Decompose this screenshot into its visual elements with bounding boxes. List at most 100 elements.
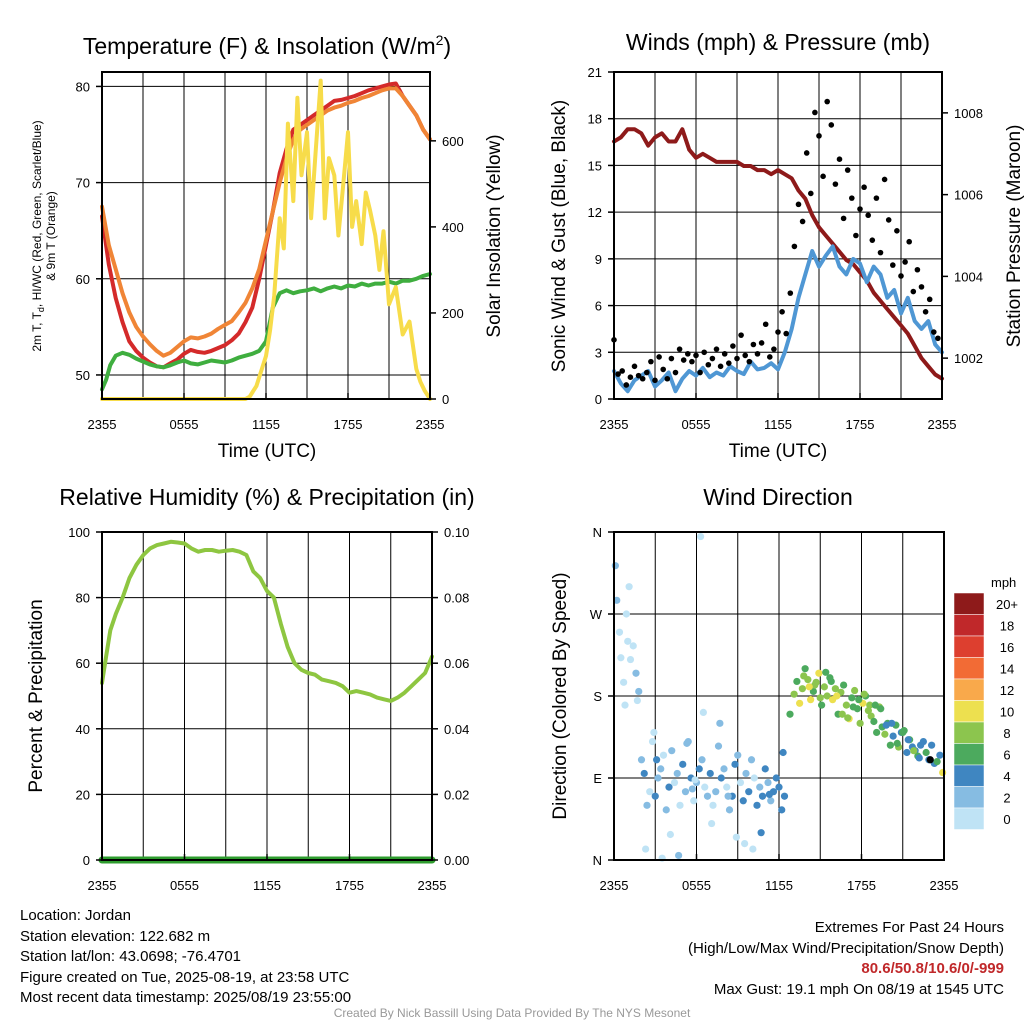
direction-point	[624, 637, 632, 645]
direction-point	[899, 728, 907, 737]
direction-point	[629, 642, 637, 650]
gust-point	[840, 215, 847, 222]
direction-point	[807, 696, 815, 704]
gust-point	[717, 363, 724, 370]
direction-point	[741, 840, 749, 848]
y-tick-label-right: 400	[442, 220, 464, 235]
legend-swatch	[953, 678, 985, 701]
temperature-grid	[102, 72, 430, 399]
y-tick-label-right: 0.04	[444, 722, 469, 737]
direction-point	[665, 783, 673, 791]
gust-point	[623, 382, 630, 388]
y-tick-label: 18	[588, 112, 602, 127]
series-line-0	[100, 539, 434, 703]
direction-point	[668, 747, 676, 755]
y-tick-label: S	[593, 689, 602, 704]
direction-point	[654, 774, 662, 782]
direction-point	[637, 756, 646, 764]
y-tick-label: 60	[76, 272, 90, 287]
temperature-ylabel-2: & 9m T (Orange)	[44, 191, 58, 281]
y-tick-label: 12	[588, 205, 602, 220]
direction-point	[633, 696, 641, 705]
direction-frame	[613, 531, 945, 861]
direction-point	[640, 769, 648, 778]
x-tick-label: 0555	[682, 878, 711, 893]
gust-point	[918, 284, 925, 290]
direction-point	[688, 785, 696, 793]
direction-point	[714, 742, 723, 750]
gust-point	[619, 368, 625, 374]
gust-point	[639, 375, 646, 382]
y-tick-label-right: 0.08	[444, 591, 469, 606]
gust-point	[857, 206, 863, 212]
direction-point	[864, 706, 872, 715]
x-tick-label: 0555	[170, 878, 199, 893]
direction-point	[750, 774, 758, 782]
direction-point	[646, 788, 654, 796]
direction-point	[870, 717, 878, 726]
y-tick-label: 80	[76, 79, 90, 94]
x-tick-label: 1755	[334, 417, 363, 432]
direction-point	[786, 710, 794, 718]
temperature-ticks: 2355 0555 1155 1755 2355 50 60 70 80 0 200 400 600	[76, 79, 464, 432]
gust-point	[705, 361, 712, 368]
figure-created: Figure created on Tue, 2025-08-19, at 23…	[20, 968, 350, 986]
direction-point	[823, 692, 831, 700]
gust-point	[935, 335, 941, 342]
direction-point	[860, 690, 868, 698]
y-tick-label-right: 1002	[954, 351, 983, 366]
legend-label: 14	[1000, 662, 1014, 677]
gust-point	[672, 369, 679, 376]
x-tick-label: 1155	[253, 878, 281, 893]
gust-point	[803, 150, 810, 156]
direction-point	[643, 801, 651, 809]
gust-point	[693, 352, 699, 359]
wind-ylabel: Sonic Wind & Gust (Blue, Black)	[549, 100, 570, 372]
legend-swatch	[953, 614, 985, 637]
gust-point	[734, 355, 740, 362]
gust-point	[676, 346, 683, 352]
direction-point	[725, 806, 734, 814]
direction-point	[697, 532, 705, 541]
extremes-values: 80.6/50.8/10.6/0/-999	[861, 960, 1004, 977]
station-info: Location: Jordan Station elevation: 122.…	[20, 906, 351, 1009]
legend-label: 4	[1003, 769, 1010, 784]
gust-point	[877, 249, 884, 256]
direction-point	[632, 669, 640, 677]
gust-point	[906, 238, 912, 245]
gust-point	[726, 360, 732, 366]
wind-ticks: 2355 0555 1155 1755 2355 0 3 6 9 12 15 18 21 1002 1004…	[588, 65, 983, 432]
gust-point	[787, 290, 794, 296]
direction-point	[676, 801, 684, 809]
temperature-ylabel-right: Solar Insolation (Yellow)	[484, 134, 505, 337]
direction-point	[936, 751, 944, 759]
direction-point	[742, 769, 750, 778]
legend-label: 16	[1000, 640, 1014, 655]
x-tick-label: 1155	[252, 417, 280, 432]
gust-point	[656, 354, 662, 360]
direction-point	[761, 765, 769, 773]
direction-point	[734, 751, 742, 759]
direction-point	[775, 783, 783, 791]
gust-point	[931, 329, 937, 335]
gust-point	[783, 330, 789, 337]
gust-point	[820, 173, 826, 180]
legend-title: mph	[991, 575, 1016, 590]
gust-point	[685, 351, 691, 357]
direction-point	[919, 737, 927, 746]
x-tick-label: 1755	[846, 417, 875, 432]
direction-point	[708, 819, 716, 828]
temperature-title: Temperature (F) & Insolation (W/m2)	[83, 32, 451, 59]
gust-point	[668, 355, 675, 362]
wind-frame	[613, 71, 943, 400]
y-tick-label: 80	[76, 591, 90, 606]
x-tick-label: 1755	[335, 878, 364, 893]
direction-point	[716, 719, 724, 727]
y-tick-label: E	[593, 771, 602, 786]
wind-ylabel-right: Station Pressure (Maroon)	[1004, 125, 1024, 348]
gust-point	[853, 232, 859, 239]
direction-point	[625, 583, 633, 591]
direction-point	[816, 694, 824, 702]
gust-point	[894, 228, 900, 234]
gust-point	[922, 309, 929, 315]
